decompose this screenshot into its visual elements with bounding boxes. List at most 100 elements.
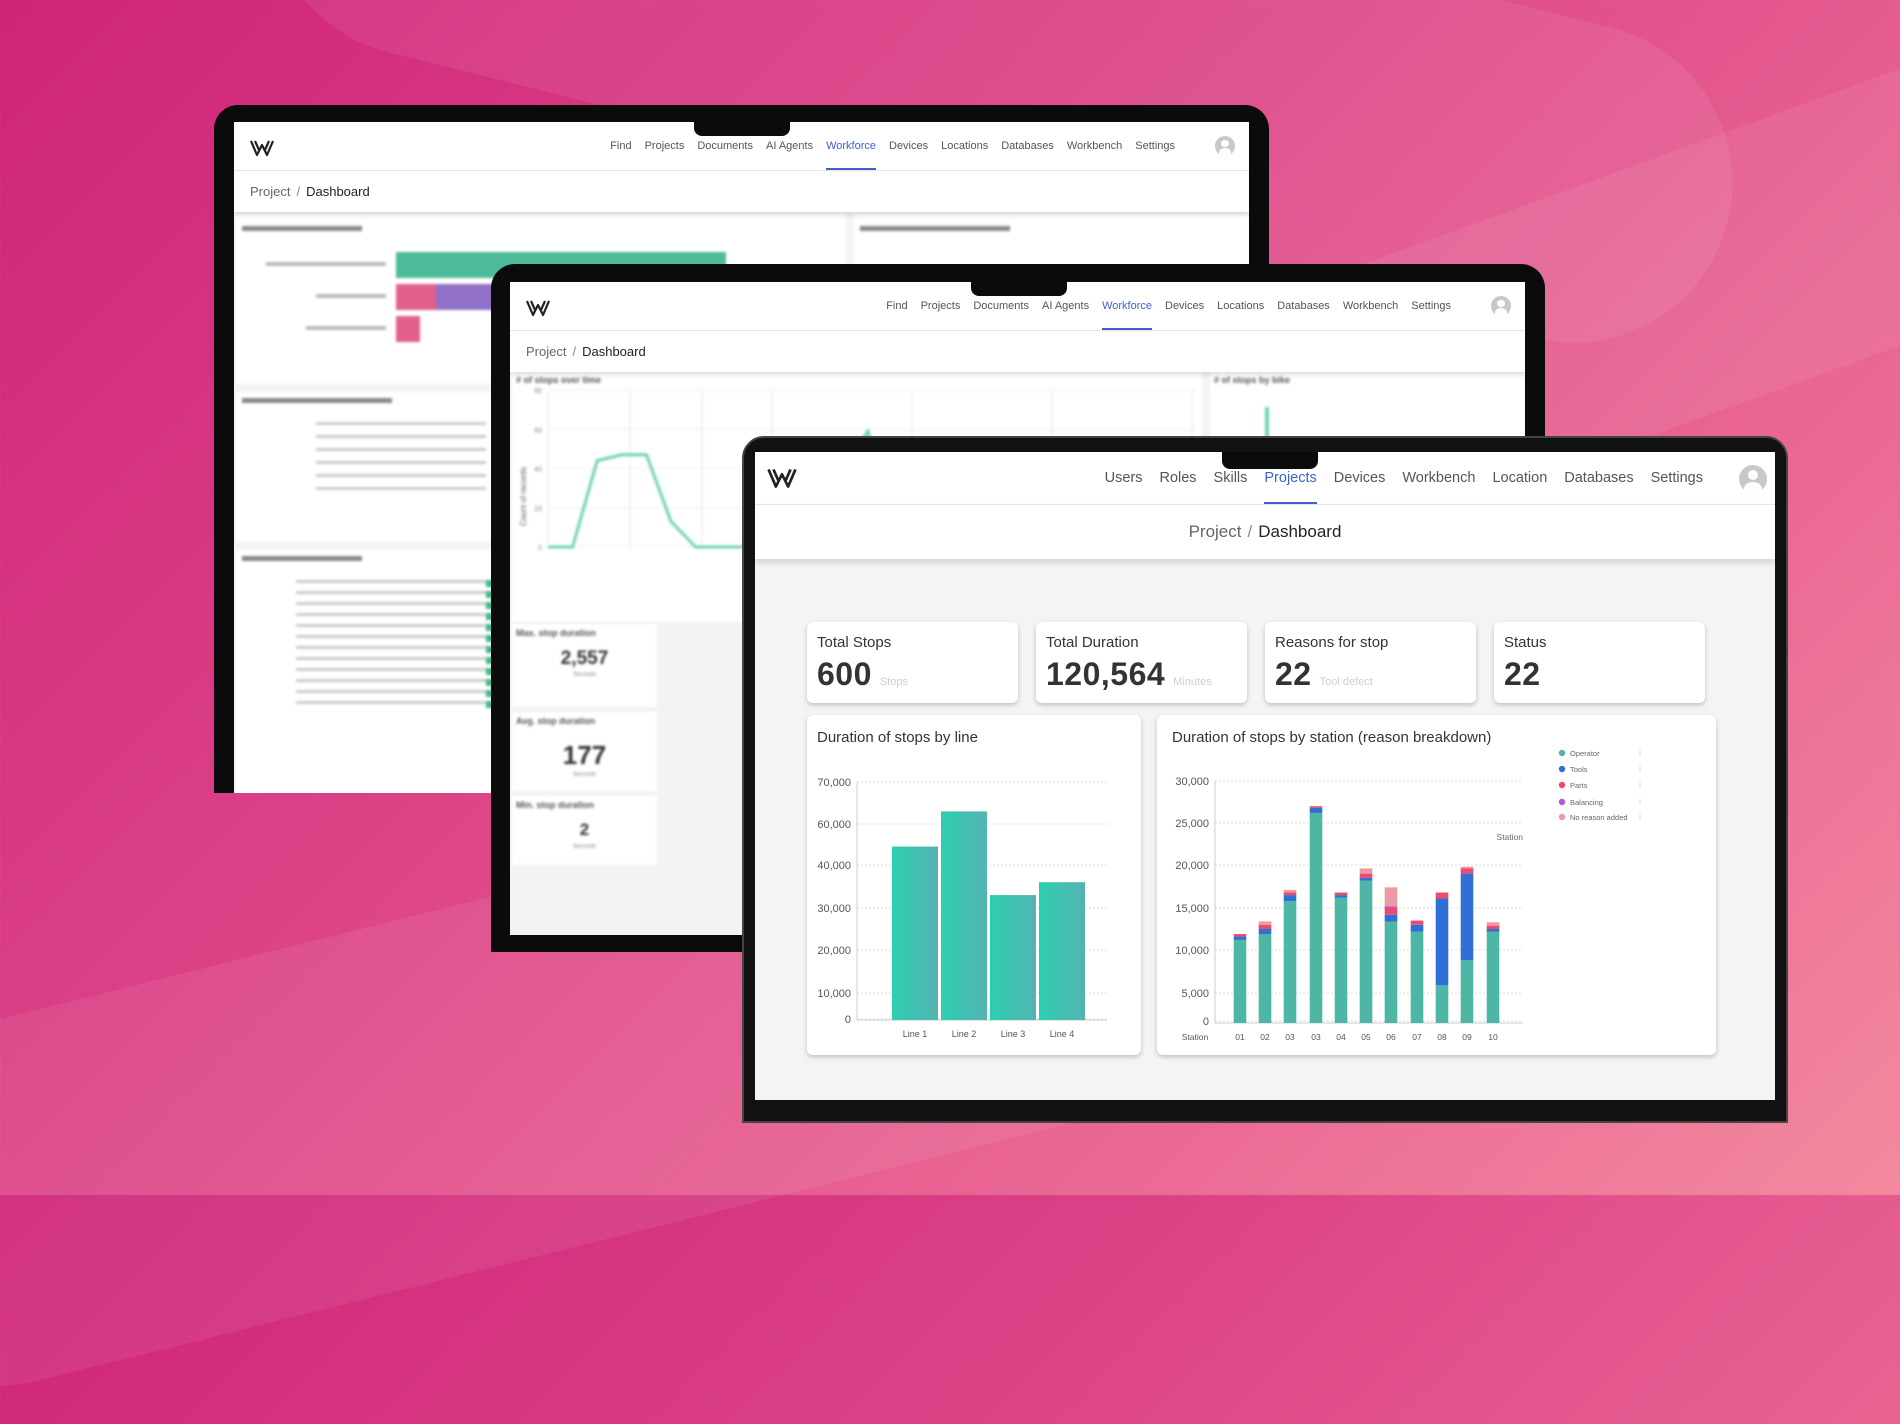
user-avatar-icon[interactable] <box>1491 296 1511 316</box>
nav-item-settings[interactable]: Settings <box>1411 300 1451 312</box>
legend-label: Parts <box>1570 781 1588 790</box>
nav-item-projects[interactable]: Projects <box>644 140 685 152</box>
bar-segment-parts-02[interactable] <box>1258 924 1272 929</box>
bar-segment-no-reason-added-03[interactable] <box>1283 889 1297 893</box>
bar-segment-tools-03[interactable] <box>1283 895 1297 902</box>
legend-label: Tools <box>1570 765 1588 774</box>
nav-item-location[interactable]: Location <box>1492 470 1548 486</box>
bar-segment-no-reason-added-02[interactable] <box>1258 921 1272 925</box>
bar-segment-tools-04[interactable] <box>1334 895 1348 898</box>
nav-item-workbench[interactable]: Workbench <box>1402 470 1476 486</box>
bar-line-3[interactable] <box>990 895 1036 1020</box>
bar-line-4[interactable] <box>1039 882 1085 1020</box>
bar-segment-operator-10[interactable] <box>1486 931 1500 1023</box>
nav-item-devices[interactable]: Devices <box>1333 470 1386 486</box>
bar <box>396 316 420 342</box>
bar-segment-no-reason-added-09[interactable] <box>1460 866 1474 869</box>
bar-segment-tools-09[interactable] <box>1460 873 1474 961</box>
stat-title: Avg. stop duration <box>516 716 596 726</box>
bar-segment-parts-07[interactable] <box>1410 920 1424 925</box>
nav-item-devices[interactable]: Devices <box>889 140 929 152</box>
logo-icon[interactable] <box>526 299 550 317</box>
bar-segment-operator-07[interactable] <box>1410 931 1424 1023</box>
bar-segment-parts-03[interactable] <box>1309 806 1323 808</box>
nav-item-workbench[interactable]: Workbench <box>1066 140 1123 152</box>
logo-icon[interactable] <box>767 467 797 489</box>
bar-line-2[interactable] <box>941 811 987 1020</box>
bar-segment-parts-09[interactable] <box>1460 868 1474 874</box>
nav-item-projects[interactable]: Projects <box>920 300 961 312</box>
y-tick-label: 0 <box>1203 1016 1209 1028</box>
bar-segment-no-reason-added-06[interactable] <box>1384 887 1398 907</box>
nav-item-devices[interactable]: Devices <box>1165 300 1205 312</box>
bar-segment-operator-01[interactable] <box>1233 939 1247 1023</box>
nav-item-users[interactable]: Users <box>1104 470 1143 486</box>
nav-item-workforce[interactable]: Workforce <box>1102 282 1152 330</box>
breadcrumb-parent[interactable]: Project <box>250 184 291 199</box>
nav-item-projects[interactable]: Projects <box>1264 452 1318 504</box>
bar-segment-operator-09[interactable] <box>1460 960 1474 1023</box>
bar-segment-tools-02[interactable] <box>1258 929 1272 935</box>
legend-dot-icon <box>1558 749 1566 757</box>
user-avatar-icon[interactable] <box>1739 465 1767 493</box>
legend-item-tools[interactable]: Tools <box>1558 765 1641 774</box>
kpi-card-reasons-for-stop: Reasons for stop 22 Tool defect <box>1265 622 1476 703</box>
nav-item-locations[interactable]: Locations <box>1217 300 1265 312</box>
legend-item-no-reason-added[interactable]: No reason added <box>1558 813 1641 822</box>
legend-dot-icon <box>1558 765 1566 773</box>
nav-item-documents[interactable]: Documents <box>973 300 1029 312</box>
breadcrumb-parent[interactable]: Project <box>526 344 567 359</box>
nav-item-locations[interactable]: Locations <box>941 140 989 152</box>
kpi-value: 22 <box>1504 656 1549 693</box>
breadcrumb-parent[interactable]: Project <box>1188 522 1242 541</box>
legend-item-parts[interactable]: Parts <box>1558 781 1641 790</box>
bar-segment-parts-06[interactable] <box>1384 908 1398 915</box>
nav-item-roles[interactable]: Roles <box>1159 470 1197 486</box>
bar-segment-no-reason-added-10[interactable] <box>1486 922 1500 926</box>
nav-item-workforce[interactable]: Workforce <box>826 122 876 170</box>
nav-item-find[interactable]: Find <box>886 300 908 312</box>
bar-segment-parts-05[interactable] <box>1359 873 1373 878</box>
stat-unit: Seconds <box>572 672 597 678</box>
bar-segment-operator-06[interactable] <box>1384 921 1398 1023</box>
bar-segment-tools-08[interactable] <box>1435 898 1449 986</box>
bar-segment-operator-03[interactable] <box>1283 901 1297 1023</box>
bar-segment-tools-07[interactable] <box>1410 924 1424 932</box>
nav-item-workbench[interactable]: Workbench <box>1342 300 1399 312</box>
bar-segment-tools-03[interactable] <box>1309 807 1323 813</box>
legend-item-balancing[interactable]: Balancing <box>1558 798 1641 807</box>
bar-line-1[interactable] <box>892 846 938 1020</box>
nav-item-ai-agents[interactable]: AI Agents <box>765 140 814 152</box>
bar-segment-tools-10[interactable] <box>1486 929 1500 932</box>
nav-item-databases[interactable]: Databases <box>1001 140 1054 152</box>
bar-segment-operator-08[interactable] <box>1435 985 1449 1023</box>
bar-segment-parts-04[interactable] <box>1334 892 1348 896</box>
bar-segment-parts-08[interactable] <box>1435 892 1449 899</box>
bar-segment-no-reason-added-05[interactable] <box>1359 868 1373 874</box>
bar-segment-operator-04[interactable] <box>1334 897 1348 1023</box>
stat-card: Max. stop duration 2,557 Seconds <box>512 624 657 708</box>
nav-item-settings[interactable]: Settings <box>1650 470 1703 486</box>
nav-item-documents[interactable]: Documents <box>697 140 753 152</box>
nav-item-find[interactable]: Find <box>610 140 632 152</box>
nav-item-databases[interactable]: Databases <box>1277 300 1330 312</box>
nav-item-skills[interactable]: Skills <box>1213 470 1248 486</box>
legend-label: No reason added <box>1570 813 1628 822</box>
bar-segment-operator-02[interactable] <box>1258 934 1272 1023</box>
bar-segment-balancing-06[interactable] <box>1384 906 1398 908</box>
bar-segment-operator-05[interactable] <box>1359 880 1373 1023</box>
bar-segment-parts-01[interactable] <box>1233 934 1247 937</box>
bar-segment-operator-03[interactable] <box>1309 812 1323 1023</box>
bar-segment-tools-06[interactable] <box>1384 914 1398 922</box>
logo-icon[interactable] <box>250 139 274 157</box>
user-avatar-icon[interactable] <box>1215 136 1235 156</box>
bar-segment-tools-01[interactable] <box>1233 936 1247 940</box>
legend-item-operator[interactable]: Operator <box>1558 749 1641 758</box>
bar-segment-parts-10[interactable] <box>1486 925 1500 929</box>
bar-segment-parts-03[interactable] <box>1283 892 1297 896</box>
x-tick-label: 09 <box>1462 1032 1472 1042</box>
nav-item-ai-agents[interactable]: AI Agents <box>1041 300 1090 312</box>
nav-item-databases[interactable]: Databases <box>1564 470 1634 486</box>
nav-item-settings[interactable]: Settings <box>1135 140 1175 152</box>
bar-segment-tools-05[interactable] <box>1359 877 1373 881</box>
